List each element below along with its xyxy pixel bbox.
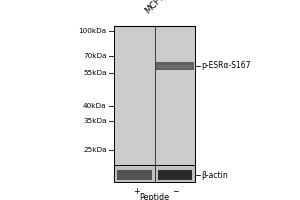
Bar (158, 65, 192, 68)
Text: MCF7: MCF7 (143, 0, 166, 15)
Text: 25kDa: 25kDa (83, 147, 106, 153)
Text: 70kDa: 70kDa (83, 53, 106, 59)
Bar (158, 170, 192, 180)
Text: 100kDa: 100kDa (78, 28, 106, 34)
Bar (156, 62, 194, 70)
Bar (114, 165, 195, 182)
Bar (117, 170, 152, 180)
Text: Peptide: Peptide (140, 192, 169, 200)
Text: p-ESRα-S167: p-ESRα-S167 (201, 62, 250, 71)
Text: 40kDa: 40kDa (83, 103, 106, 109)
Text: −: − (172, 188, 179, 196)
Text: 35kDa: 35kDa (83, 118, 106, 124)
Text: +: + (133, 188, 140, 196)
Text: β-actin: β-actin (201, 170, 228, 180)
Text: 55kDa: 55kDa (83, 70, 106, 76)
Bar (114, 26, 195, 165)
